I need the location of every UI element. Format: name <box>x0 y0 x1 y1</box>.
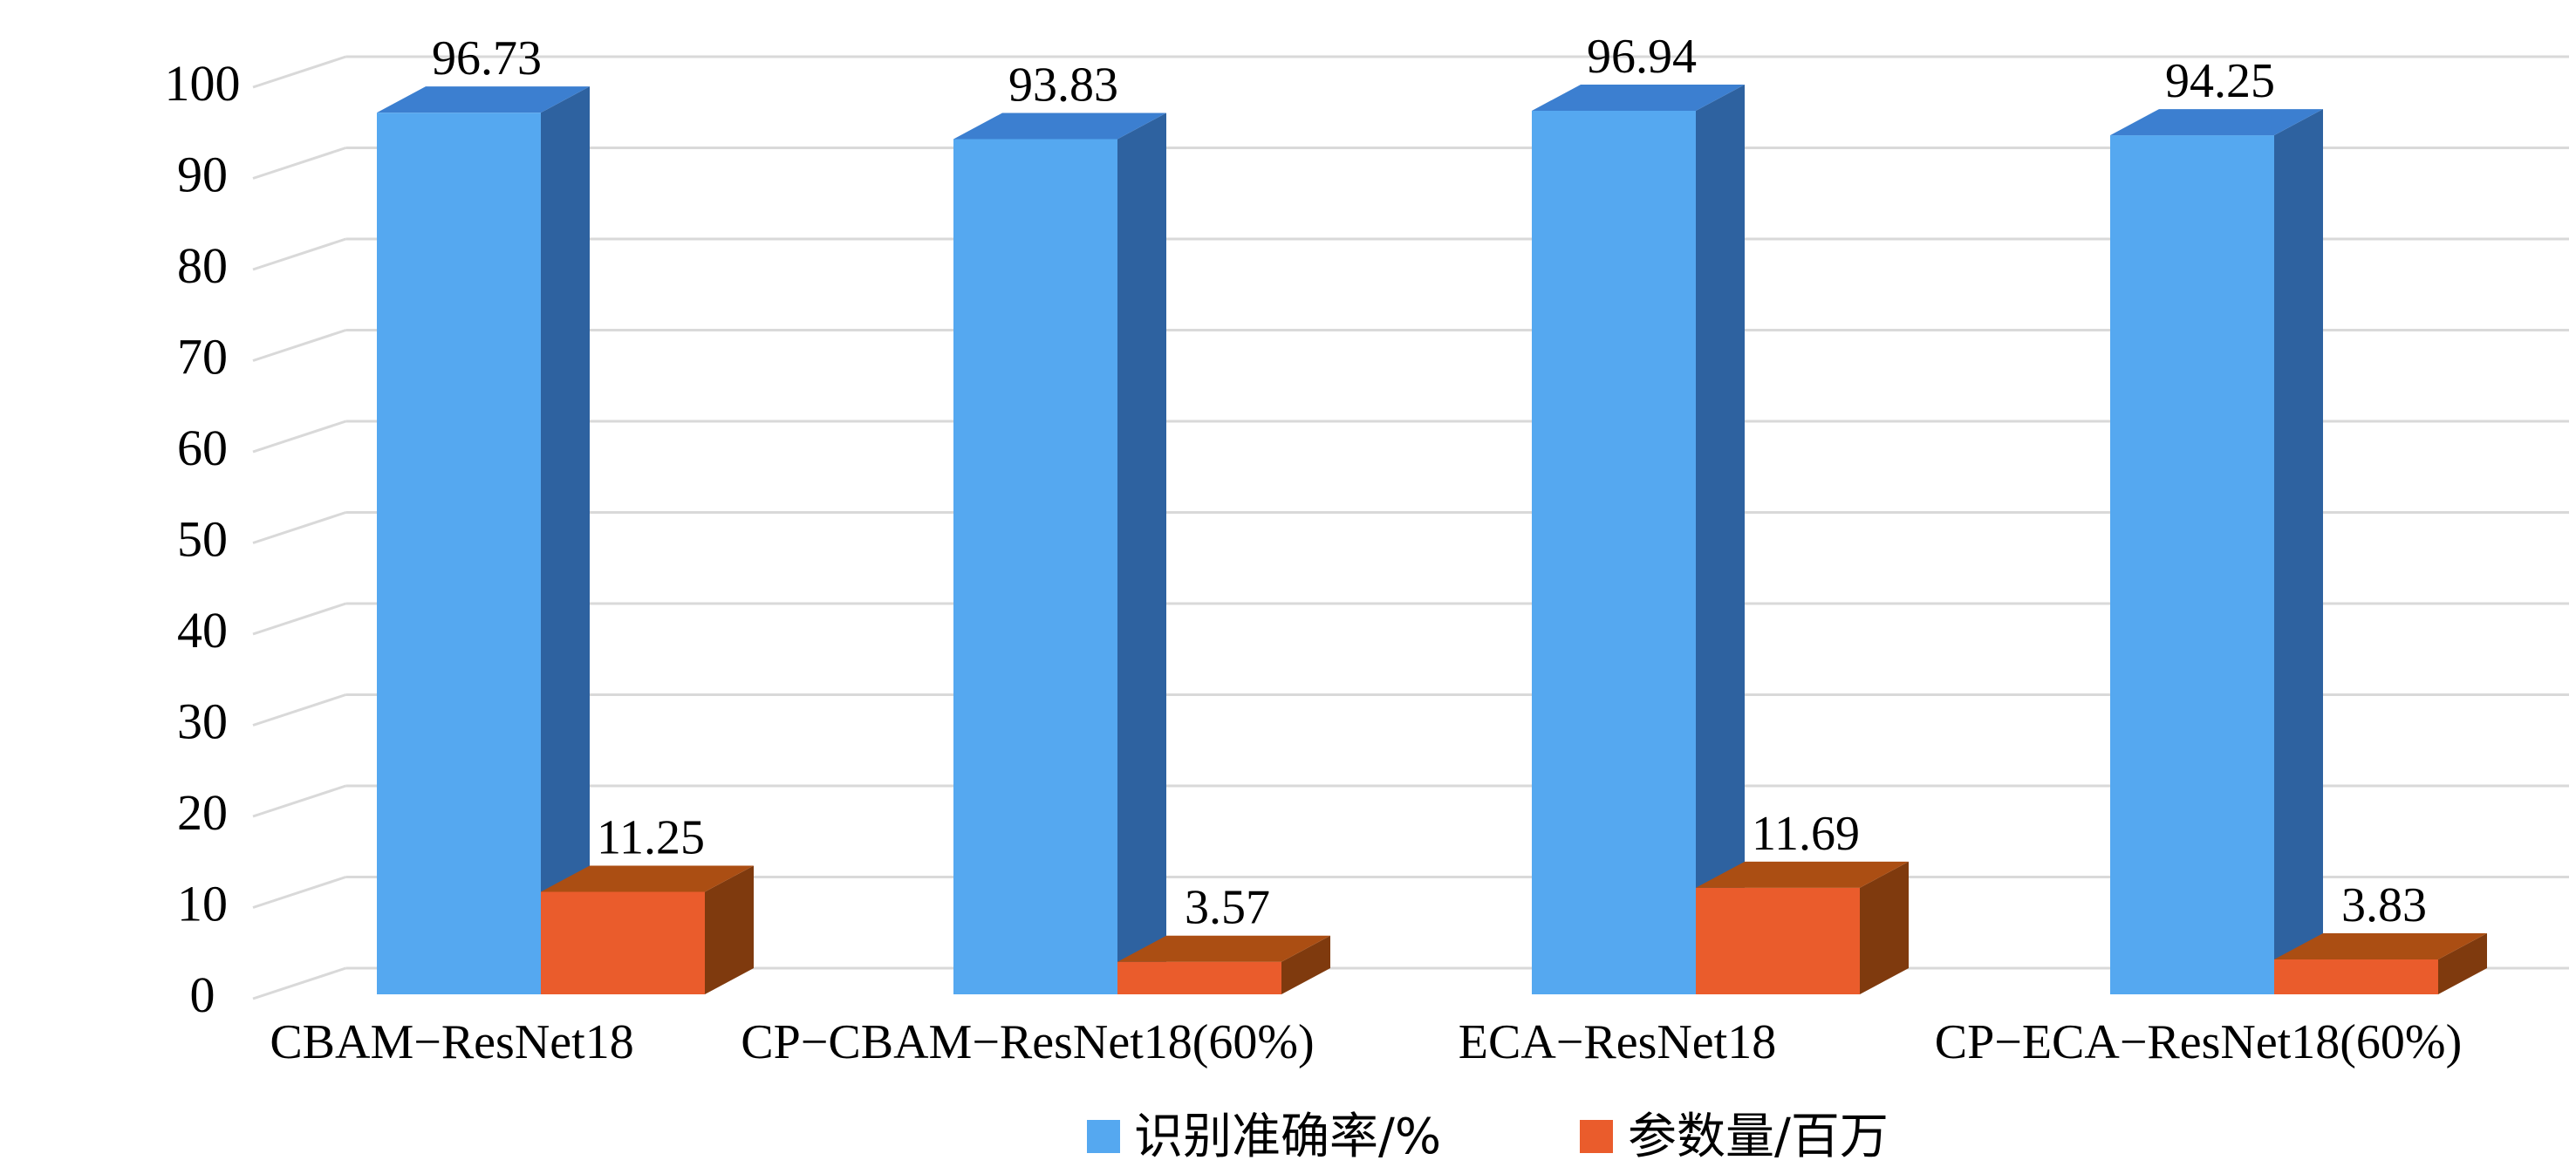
x-tick-label-2: ECA−ResNet18 <box>1459 1015 1776 1069</box>
bar-1-1 <box>1117 935 1330 994</box>
y-tick-label-9: 90 <box>177 147 228 203</box>
value-label-1-3: 3.83 <box>2341 878 2427 932</box>
y-tick-label-3: 30 <box>177 693 228 750</box>
bar-side-0-2 <box>1696 84 1745 994</box>
gridline-diagonal-3 <box>252 693 346 727</box>
legend-swatch-1 <box>1580 1120 1613 1153</box>
gridline-diagonal-0 <box>252 966 346 1000</box>
y-tick-label-5: 50 <box>177 511 228 568</box>
y-tick-label-8: 80 <box>177 237 228 294</box>
y-axis-tick-labels: 0 10 20 30 40 50 60 70 80 90 100 <box>165 55 241 1023</box>
bar-front-1-3 <box>2274 959 2438 994</box>
value-label-1-0: 11.25 <box>597 810 705 864</box>
y-tick-label-10: 100 <box>165 55 241 112</box>
x-axis-category-labels: CBAM−ResNet18 CP−CBAM−ResNet18(60%) ECA−Re… <box>270 1015 2462 1069</box>
bar-side-0-1 <box>1117 113 1166 994</box>
bar-side-0-0 <box>541 86 590 994</box>
bar-top-1-0 <box>541 865 754 892</box>
y-tick-label-6: 60 <box>177 420 228 476</box>
bar-0-3 <box>2110 109 2323 994</box>
bar-0-0 <box>377 86 590 994</box>
y-tick-label-4: 40 <box>177 602 228 659</box>
value-label-0-1: 93.83 <box>1008 58 1118 112</box>
legend-label-0: 识别准确率/% <box>1134 1109 1441 1165</box>
value-label-0-0: 96.73 <box>432 31 542 85</box>
bar-front-1-1 <box>1117 961 1281 994</box>
y-tick-label-2: 20 <box>177 784 228 841</box>
bar-0-1 <box>953 113 1166 994</box>
gridline-diagonal-9 <box>252 147 346 180</box>
bars <box>377 84 2487 995</box>
x-tick-label-0: CBAM−ResNet18 <box>270 1015 633 1069</box>
bar-side-1-1 <box>1281 935 1330 994</box>
value-label-0-2: 96.94 <box>1587 30 1697 84</box>
value-label-1-2: 11.69 <box>1752 807 1860 861</box>
bar-front-0-2 <box>1532 110 1696 995</box>
bar-top-1-2 <box>1696 861 1909 888</box>
gridline-diagonal-7 <box>252 329 346 362</box>
y-tick-label-1: 10 <box>177 876 228 932</box>
x-tick-label-1: CP−CBAM−ResNet18(60%) <box>741 1015 1314 1069</box>
value-labels: 96.73 11.25 93.83 3.57 96.94 11.69 94.25 3.83 <box>432 30 2427 935</box>
value-label-1-1: 3.57 <box>1185 881 1270 935</box>
legend: 识别准确率/% 参数量/百万 <box>1087 1109 1889 1165</box>
bar-front-1-0 <box>541 891 705 994</box>
bar-front-0-3 <box>2110 135 2274 994</box>
bar-top-0-2 <box>1532 84 1745 111</box>
gridline-diagonal-1 <box>252 876 346 909</box>
bar-side-1-0 <box>705 865 754 994</box>
gridline-diagonal-6 <box>252 420 346 454</box>
bar-top-0-1 <box>953 113 1166 140</box>
bar-1-3 <box>2274 932 2487 994</box>
bar-1-2 <box>1696 861 1909 994</box>
legend-label-1: 参数量/百万 <box>1628 1109 1889 1165</box>
bar-side-0-3 <box>2274 109 2323 994</box>
gridline-diagonal-4 <box>252 602 346 636</box>
y-tick-label-0: 0 <box>190 966 215 1023</box>
value-label-0-3: 94.25 <box>2165 54 2275 108</box>
bar-0-2 <box>1532 84 1745 995</box>
x-tick-label-3: CP−ECA−ResNet18(60%) <box>1935 1015 2462 1069</box>
bar-front-0-0 <box>377 113 541 994</box>
bar-top-0-3 <box>2110 109 2323 136</box>
gridline-diagonal-8 <box>252 237 346 271</box>
y-tick-label-7: 70 <box>177 329 228 386</box>
bar-top-1-1 <box>1117 935 1330 962</box>
bar-1-0 <box>541 865 754 994</box>
bar-top-0-0 <box>377 86 590 113</box>
bar-side-1-2 <box>1860 861 1909 994</box>
bar-front-0-1 <box>953 139 1117 994</box>
gridline-diagonal-10 <box>252 55 346 89</box>
bar-side-1-3 <box>2438 932 2487 994</box>
legend-swatch-0 <box>1087 1120 1120 1153</box>
bar-top-1-3 <box>2274 932 2487 959</box>
gridline-diagonal-2 <box>252 784 346 818</box>
gridline-diagonal-5 <box>252 511 346 544</box>
bar-front-1-2 <box>1696 887 1860 994</box>
